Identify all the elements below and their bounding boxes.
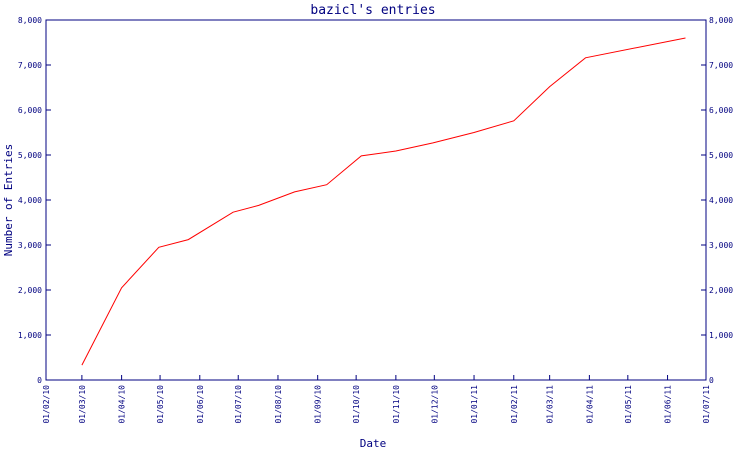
y-tick-label-left: 3,000 <box>18 241 42 250</box>
x-axis-label: Date <box>360 437 387 450</box>
y-axis-ticks: 0 0 1,000 1,000 2,000 2,000 3,000 3,000 4,000 4,0… <box>18 16 733 385</box>
x-axis-ticks: 01/02/10 01/03/10 01/04/10 01/05/10 01/06/10… <box>42 375 711 424</box>
chart-title: bazicl's entries <box>310 3 435 18</box>
y-tick-label-right: 5,000 <box>709 151 733 160</box>
x-tick-label: 01/03/10 <box>78 385 87 424</box>
series-line <box>81 37 686 366</box>
y-tick-label-right: 3,000 <box>709 241 733 250</box>
y-tick-label-right: 7,000 <box>709 61 733 70</box>
y-tick-label-left: 4,000 <box>18 196 42 205</box>
x-tick-label: 01/09/10 <box>314 385 323 424</box>
x-tick-label: 01/08/10 <box>274 385 283 424</box>
y-tick-label-left: 6,000 <box>18 106 42 115</box>
x-tick-label: 01/02/10 <box>42 385 51 424</box>
y-tick-label-left: 8,000 <box>18 16 42 25</box>
x-tick-label: 01/07/11 <box>702 385 711 424</box>
y-tick-label-left: 1,000 <box>18 331 42 340</box>
plot-area-frame <box>45 19 707 381</box>
y-tick-label-right: 6,000 <box>709 106 733 115</box>
x-tick-label: 01/06/10 <box>196 385 205 424</box>
y-axis-label: Number of Entries <box>2 144 15 257</box>
y-tick-label-left: 0 <box>37 376 42 385</box>
x-tick-label: 01/02/11 <box>510 385 519 424</box>
y-tick-label-right: 0 <box>709 376 714 385</box>
y-tick-label-left: 2,000 <box>18 286 42 295</box>
x-tick-label: 01/04/11 <box>585 385 594 424</box>
y-tick-label-left: 5,000 <box>18 151 42 160</box>
x-tick-label: 01/10/10 <box>352 385 361 424</box>
x-tick-label: 01/06/11 <box>664 385 673 424</box>
x-tick-label: 01/12/10 <box>430 385 439 424</box>
y-tick-label-right: 8,000 <box>709 16 733 25</box>
x-tick-label: 01/05/10 <box>156 385 165 424</box>
x-tick-label: 01/11/10 <box>392 385 401 424</box>
y-tick-label-left: 7,000 <box>18 61 42 70</box>
y-tick-label-right: 1,000 <box>709 331 733 340</box>
x-tick-label: 01/01/11 <box>470 385 479 424</box>
x-tick-label: 01/03/11 <box>546 385 555 424</box>
x-tick-label: 01/04/10 <box>118 385 127 424</box>
x-tick-label: 01/05/11 <box>624 385 633 424</box>
y-tick-label-right: 4,000 <box>709 196 733 205</box>
x-tick-label: 01/07/10 <box>234 385 243 424</box>
y-tick-label-right: 2,000 <box>709 286 733 295</box>
